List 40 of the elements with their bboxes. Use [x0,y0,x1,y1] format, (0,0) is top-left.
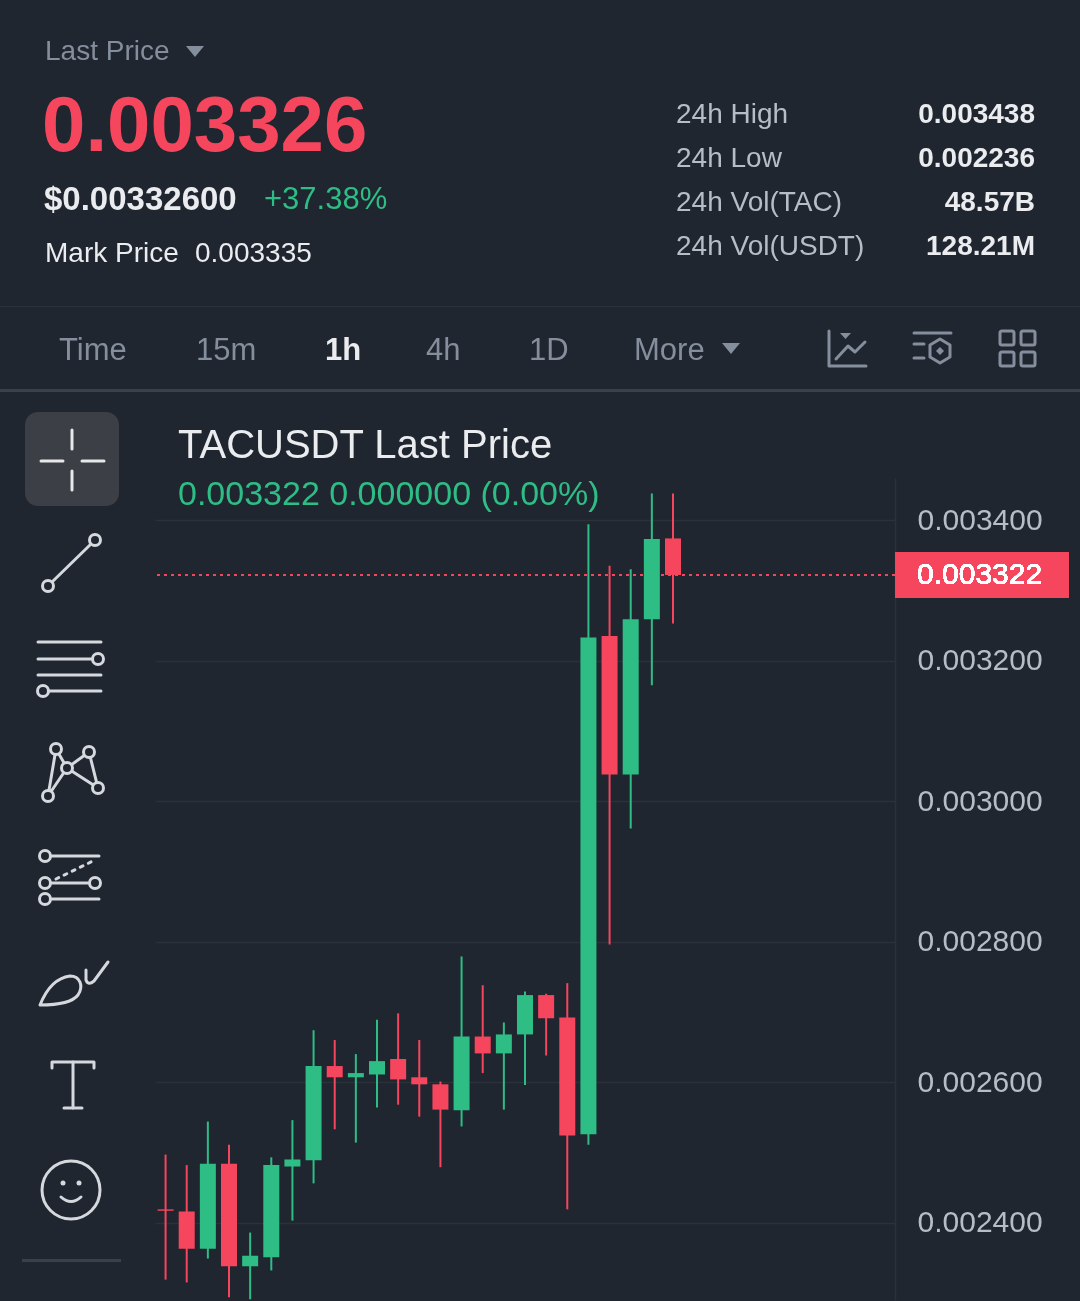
text: 0.003326 [42,80,368,170]
candlestick [284,1119,301,1222]
text: Last Price [45,34,170,68]
text: 1h [325,332,362,368]
text: 0.002236 [918,141,1035,175]
candlestick [411,1039,428,1118]
ref-line-label: 0.003322 [917,556,1043,590]
text: 128.21M [926,229,1035,263]
candlestick [326,1039,343,1131]
y-tick-label: 0.003200 [917,643,1043,677]
text: 24h Low [676,141,782,175]
chart-subtitle: 0.003322 0.000000 (0.00%) [178,474,600,512]
y-tick-label: 0.003000 [917,783,1043,817]
candlestick [538,992,555,1057]
text: Time [59,332,127,368]
candlestick [369,1018,385,1109]
text: 0.003335 [195,236,312,270]
text: 4h [426,332,461,368]
candlestick [347,1053,364,1144]
text: +37.38% [264,181,388,217]
text: 24h Vol(USDT) [676,229,865,263]
candlestick [495,1021,512,1111]
y-tick-label: 0.002400 [917,1205,1043,1239]
y-tick-label: 0.002800 [917,924,1043,958]
text: 24h Vol(TAC) [676,185,842,219]
candlestick [242,1231,259,1301]
text: More [634,332,705,368]
text: 0.003438 [918,97,1035,131]
candlestick [390,1012,407,1106]
text: $0.00332600 [44,180,237,218]
y-tick-label: 0.002600 [917,1064,1043,1098]
candlestick [157,1153,174,1281]
text: 1D [529,332,569,368]
text: 24h High [676,97,789,131]
text: 48.57B [944,185,1035,219]
y-tick-label: 0.003400 [917,502,1043,536]
text: 15m [196,332,257,368]
chart-title: TACUSDT Last Price [178,422,553,466]
text: Mark Price [45,236,179,270]
candlestick [474,984,491,1075]
